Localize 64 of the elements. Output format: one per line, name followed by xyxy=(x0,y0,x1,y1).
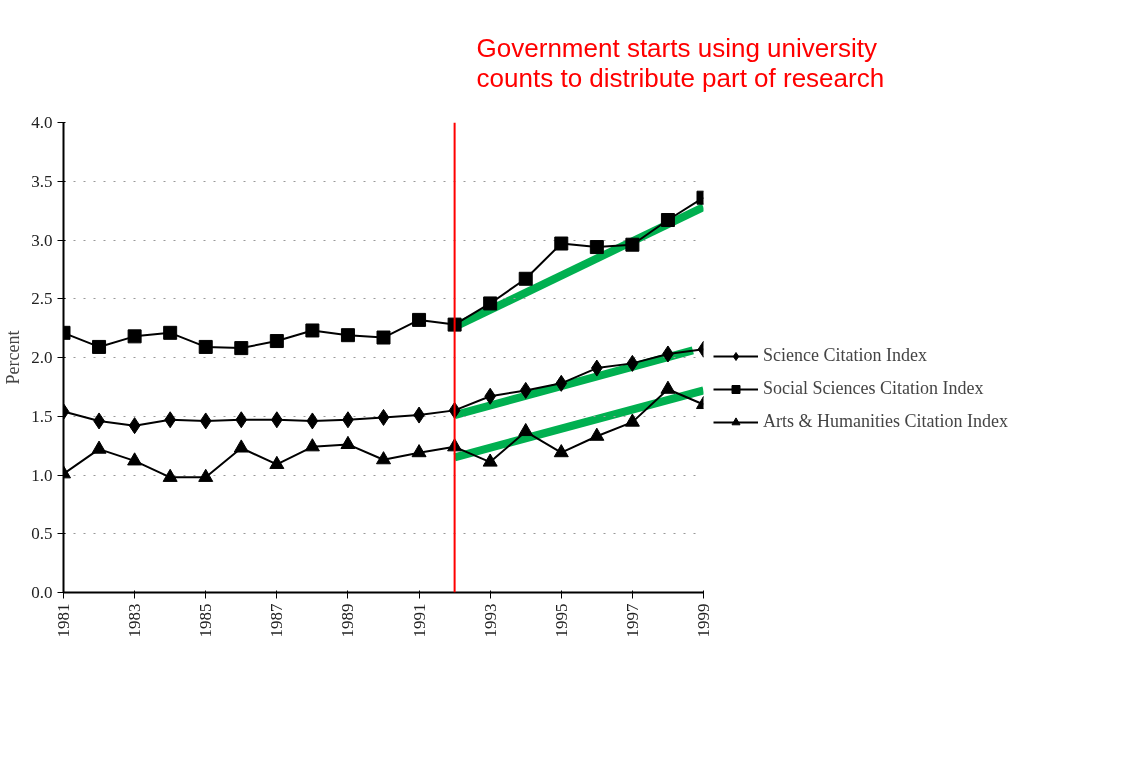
point xyxy=(554,236,569,251)
point xyxy=(589,427,605,441)
point xyxy=(625,237,640,252)
point xyxy=(519,381,532,399)
point xyxy=(91,440,107,454)
point xyxy=(305,323,320,338)
point xyxy=(411,444,427,458)
point xyxy=(92,339,107,354)
point xyxy=(198,339,213,354)
x-tick-label: 1989 xyxy=(338,603,358,638)
y-tick-label: 3.0 xyxy=(31,230,53,250)
ref-line-label: Government starts using university counts to distribute part of research xyxy=(476,32,885,93)
legend-label: Social Sciences Citation Index xyxy=(763,378,984,399)
point xyxy=(235,411,248,429)
point xyxy=(518,271,533,286)
legend-label: Science Citation Index xyxy=(763,345,927,366)
point xyxy=(199,412,212,430)
point xyxy=(306,412,319,430)
legend-label: Arts & Humanities Citation Index xyxy=(763,411,1008,432)
point xyxy=(555,374,568,392)
point xyxy=(304,438,320,452)
y-tick-label: 3.5 xyxy=(31,171,53,191)
point xyxy=(162,468,178,482)
y-tick-label: 0.0 xyxy=(31,583,53,602)
y-tick-label: 2.5 xyxy=(31,289,53,309)
x-tick-label: 1993 xyxy=(480,603,500,638)
point xyxy=(483,296,498,311)
x-tick-label: 1983 xyxy=(125,603,145,638)
point xyxy=(482,453,498,467)
point xyxy=(127,329,142,344)
point xyxy=(128,417,141,435)
point xyxy=(233,439,249,453)
point xyxy=(198,468,214,482)
y-tick-label: 1.0 xyxy=(31,465,53,485)
x-tick-label: 1991 xyxy=(409,603,429,638)
y-axis-title: Percent xyxy=(3,330,24,385)
point xyxy=(660,213,675,228)
point xyxy=(269,455,285,469)
y-tick-label: 2.0 xyxy=(31,348,53,367)
point xyxy=(163,325,178,340)
point xyxy=(518,422,534,437)
y-tick-label: 0.5 xyxy=(31,524,53,544)
x-tick-label: 1981 xyxy=(54,603,73,638)
x-tick-label: 1997 xyxy=(622,603,642,638)
point xyxy=(376,451,391,465)
point xyxy=(376,330,391,345)
y-tick-label: 1.5 xyxy=(31,406,53,426)
x-tick-label: 1985 xyxy=(196,603,216,638)
point xyxy=(660,380,676,394)
point xyxy=(269,334,284,349)
point xyxy=(412,312,427,327)
point xyxy=(234,341,249,356)
x-tick-label: 1995 xyxy=(551,603,571,638)
point xyxy=(340,328,355,343)
point xyxy=(340,435,356,449)
point xyxy=(377,408,390,426)
x-tick-label: 1999 xyxy=(694,603,713,638)
y-tick-label: 4.0 xyxy=(31,113,53,132)
point xyxy=(553,444,569,458)
point xyxy=(626,354,639,372)
x-tick-label: 1987 xyxy=(267,603,287,638)
point xyxy=(589,240,604,255)
point xyxy=(624,413,640,427)
point xyxy=(127,452,143,466)
